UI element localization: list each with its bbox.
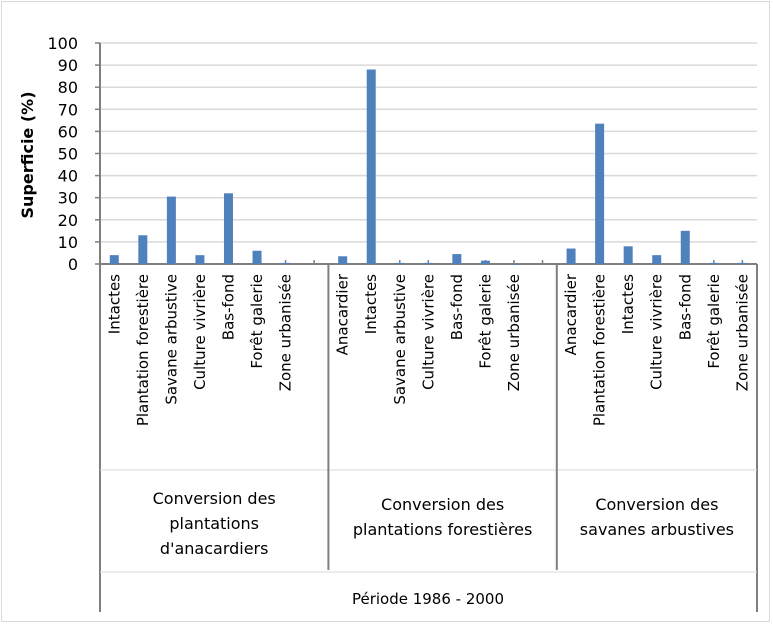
x-category-label: Zone urbanisée — [733, 274, 751, 391]
x-category-label: Culture vivrière — [191, 274, 209, 390]
x-category-label: Bas-fond — [676, 274, 694, 340]
bar — [623, 246, 633, 264]
x-category-label: Forêt galerie — [705, 274, 723, 369]
x-category-label: Savane arbustive — [162, 274, 180, 405]
group-label: plantations forestières — [353, 520, 533, 539]
group-label: Conversion des — [153, 489, 276, 508]
x-category-label: Culture vivrière — [648, 274, 666, 390]
bar — [509, 264, 519, 265]
bar — [480, 260, 490, 264]
y-tick-label: 70 — [58, 100, 78, 119]
bar — [252, 250, 262, 264]
x-category-label: Bas-fond — [219, 274, 237, 340]
x-category-label: Culture vivrière — [419, 274, 437, 390]
x-category-label: Intactes — [619, 274, 637, 334]
bar — [595, 123, 605, 264]
x-category-label: Anacardier — [334, 273, 352, 355]
bar — [281, 262, 291, 264]
bar — [338, 256, 348, 264]
bar — [223, 193, 233, 264]
bar — [566, 248, 576, 264]
x-category-label: Savane arbustive — [391, 274, 409, 405]
x-category-label: Intactes — [105, 274, 123, 334]
group-label: Conversion des — [381, 495, 504, 514]
y-tick-label: 100 — [47, 34, 78, 53]
x-axis-title: Période 1986 - 2000 — [352, 590, 504, 608]
y-axis-title: Superficie (%) — [18, 91, 37, 218]
y-tick-label: 30 — [58, 189, 78, 208]
bar — [166, 196, 176, 264]
y-tick-label: 90 — [58, 56, 78, 75]
x-category-label: Forêt galerie — [476, 274, 494, 369]
y-tick-label: 60 — [58, 122, 78, 141]
y-tick-label: 80 — [58, 78, 78, 97]
bar — [652, 255, 662, 264]
bar — [366, 69, 376, 265]
group-label: plantations — [169, 514, 259, 533]
x-category-label: Anacardier — [562, 273, 580, 355]
group-label: d'anacardiers — [160, 539, 269, 558]
bar — [109, 255, 119, 264]
group-label: savanes arbustives — [580, 520, 734, 539]
y-tick-label: 20 — [58, 211, 78, 230]
y-tick-label: 10 — [58, 233, 78, 252]
x-category-label: Forêt galerie — [248, 274, 266, 369]
x-category-label: Intactes — [362, 274, 380, 334]
bar — [709, 262, 719, 264]
group-label: Conversion des — [595, 495, 718, 514]
y-tick-label: 40 — [58, 167, 78, 186]
bar — [138, 235, 148, 264]
bar — [423, 262, 433, 264]
x-category-label: Plantation forestière — [591, 274, 609, 426]
bar — [395, 262, 405, 264]
y-tick-label: 0 — [68, 255, 78, 274]
bar — [195, 255, 205, 264]
x-category-label: Zone urbanisée — [505, 274, 523, 391]
x-category-label: Zone urbanisée — [277, 274, 295, 391]
bar — [452, 254, 462, 264]
x-category-label: Plantation forestière — [134, 274, 152, 426]
bar — [737, 262, 747, 264]
x-category-label: Bas-fond — [448, 274, 466, 340]
y-tick-label: 50 — [58, 145, 78, 164]
bar — [680, 230, 690, 264]
